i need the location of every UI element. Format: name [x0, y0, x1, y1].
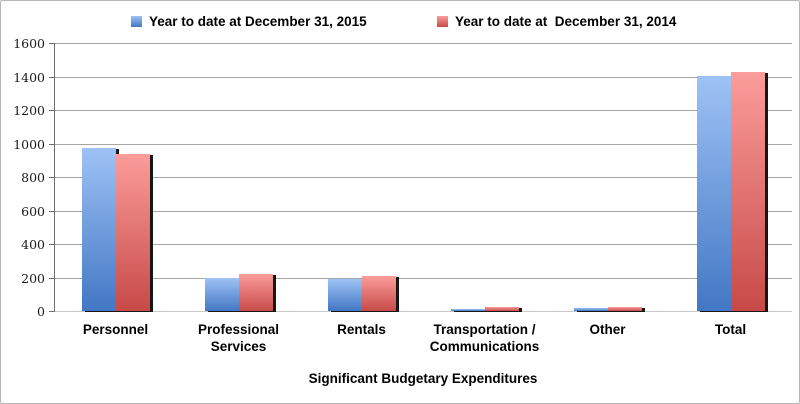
y-tick-label: 600: [21, 204, 45, 219]
bar-2014-2: [361, 276, 396, 311]
bar-2015-0: [81, 147, 116, 311]
legend-swatch-2014-icon: [437, 15, 448, 27]
bar-2015-5: [696, 75, 731, 311]
gridline: [54, 110, 792, 111]
category-label: Total: [714, 322, 747, 337]
bar-2015-1: [204, 277, 239, 311]
gridline: [54, 211, 792, 212]
gridline: [54, 144, 792, 145]
bar-2014-3: [484, 306, 519, 311]
bar-2015-3: [450, 308, 485, 311]
y-tick-label: 1000: [13, 137, 45, 152]
y-axis-tick: [49, 211, 54, 212]
y-tick-label: 1200: [13, 103, 45, 118]
legend-swatch-2015-icon: [131, 15, 142, 27]
legend-label-2015: Year to date at December 31, 2015: [149, 13, 367, 29]
category-label: Other: [589, 322, 626, 337]
gridline: [54, 278, 792, 279]
gridline: [54, 244, 792, 245]
legend-label-2014: Year to date at December 31, 2014: [455, 13, 677, 29]
y-tick-label: 800: [21, 170, 45, 185]
legend-item-2014: Year to date at December 31, 2014: [437, 13, 676, 29]
y-axis-tick: [49, 311, 54, 312]
category-label: Professional Services: [197, 322, 280, 354]
gridline: [54, 177, 792, 178]
category-label: Transportation / Communications: [429, 322, 540, 354]
y-axis-tick: [49, 110, 54, 111]
x-axis-title: Significant Budgetary Expenditures: [308, 371, 538, 386]
y-axis-tick: [49, 77, 54, 78]
y-tick-label: 400: [21, 237, 45, 252]
category-label: Rentals: [337, 322, 386, 337]
gridline: [54, 77, 792, 78]
y-tick-label: 0: [37, 304, 45, 319]
y-axis-tick: [49, 144, 54, 145]
bar-2014-1: [238, 274, 273, 311]
y-axis-tick: [49, 278, 54, 279]
bar-2015-4: [573, 308, 608, 311]
y-axis-line: [54, 43, 55, 312]
bar-2014-0: [115, 153, 150, 311]
legend-item-2015: Year to date at December 31, 2015: [131, 13, 367, 29]
bar-2014-5: [730, 71, 765, 311]
y-axis-tick: [49, 177, 54, 178]
y-tick-label: 1400: [13, 70, 45, 85]
gridline: [54, 43, 792, 44]
x-axis-line: [54, 311, 792, 312]
y-tick-label: 200: [21, 271, 45, 286]
bar-2015-2: [327, 278, 362, 311]
y-axis-tick: [49, 244, 54, 245]
bar-2014-4: [607, 306, 642, 311]
category-label: Personnel: [82, 322, 149, 337]
y-tick-label: 1600: [13, 36, 45, 51]
y-axis-tick: [49, 43, 54, 44]
